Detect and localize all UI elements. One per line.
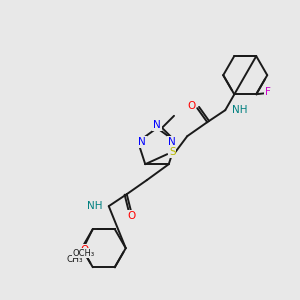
- Text: N: N: [138, 137, 146, 147]
- Text: N: N: [168, 137, 176, 147]
- Text: O: O: [128, 211, 136, 221]
- Text: F: F: [265, 87, 271, 97]
- Text: S: S: [169, 147, 175, 157]
- Text: O: O: [81, 245, 89, 255]
- Text: O: O: [187, 101, 195, 111]
- Text: CH₃: CH₃: [66, 255, 83, 264]
- Text: NH: NH: [87, 201, 103, 211]
- Text: N: N: [153, 120, 161, 130]
- Text: OCH₃: OCH₃: [73, 249, 95, 258]
- Text: NH: NH: [232, 105, 248, 115]
